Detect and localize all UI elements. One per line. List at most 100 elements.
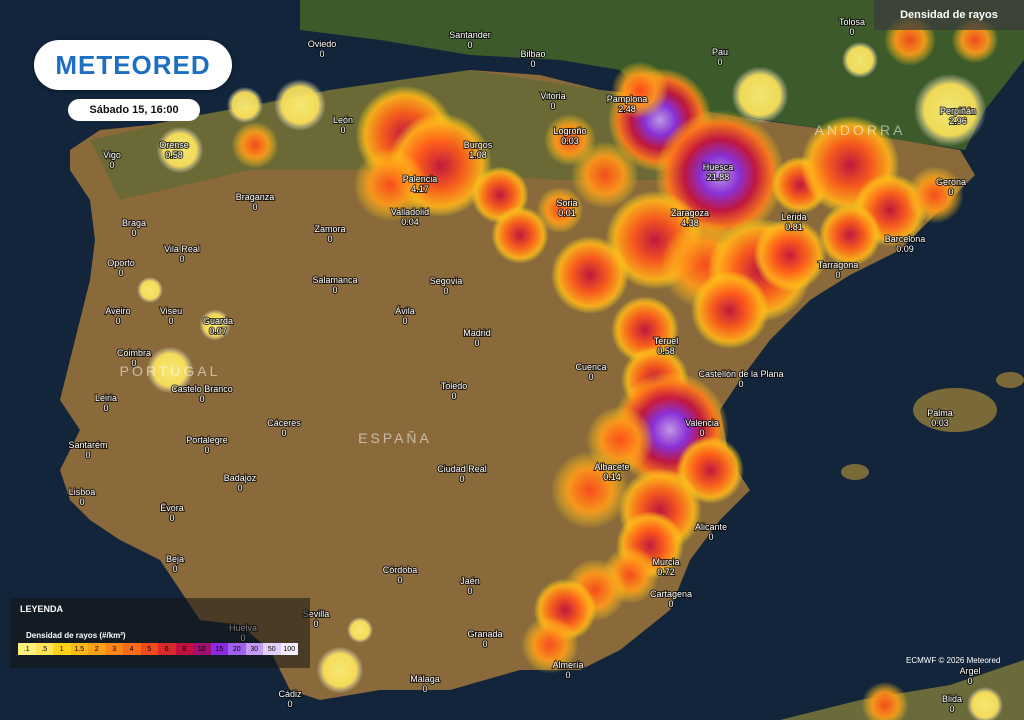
credits: ECMWF © 2026 Meteored [906, 656, 1001, 665]
storm-cell [544, 114, 596, 166]
city-name: Málaga [410, 674, 440, 684]
storm-cell [551, 451, 629, 529]
city-name: Murcia [652, 557, 679, 567]
legend-step: .1 [18, 643, 36, 655]
storm-cell [347, 617, 373, 643]
city-name: Badajoz [224, 473, 257, 483]
storm-cell [611, 296, 679, 364]
city-name: Argel [959, 666, 980, 676]
city-name: Córdoba [383, 565, 418, 575]
city-name: Viseu [160, 306, 182, 316]
city-value: 0 [467, 586, 472, 596]
legend-scale: .1.5 1 1.5 2 3 4 5 6 8 10 15 20 30 50 100 [18, 643, 298, 655]
city-name: Blida [942, 694, 962, 704]
city-value: 0.58 [165, 150, 183, 160]
logo[interactable]: METEORED [34, 40, 232, 90]
storm-cell [861, 681, 909, 720]
city-value: 0 [204, 445, 209, 455]
city-name: Lérida [781, 212, 806, 222]
legend-step: 5 [140, 643, 158, 655]
city-name: Oviedo [308, 39, 337, 49]
city-value: 0 [332, 285, 337, 295]
city-name: Perpiñán [940, 106, 976, 116]
city-value: 0 [451, 391, 456, 401]
city-value: 0.72 [657, 567, 675, 577]
city-value: 0 [287, 699, 292, 709]
date-badge[interactable]: Sábado 15, 16:00 [68, 99, 200, 121]
city-name: Alicante [695, 522, 727, 532]
city-value: 0 [131, 228, 136, 238]
storm-cell [137, 277, 163, 303]
city-value: 0 [199, 394, 204, 404]
legend-step: 100 [280, 643, 298, 655]
city-value: 0.04 [401, 217, 419, 227]
city-value: 0.14 [603, 472, 621, 482]
storm-cell [274, 79, 326, 131]
country-label: ANDORRA [814, 122, 905, 138]
city-value: 0 [169, 513, 174, 523]
storm-cell [226, 86, 264, 124]
city-value: 0 [168, 316, 173, 326]
storm-cell [906, 166, 964, 224]
city-name: Segovia [430, 276, 463, 286]
city-name: Pamplona [607, 94, 648, 104]
city-value: 0 [115, 316, 120, 326]
country-label: ESPAÑA [358, 430, 432, 446]
city-value: 0 [967, 676, 972, 686]
city-name: Albacete [594, 462, 629, 472]
storm-cell [818, 203, 882, 267]
city-name: Cáceres [267, 418, 301, 428]
city-name: Soria [556, 198, 577, 208]
city-value: 0 [172, 564, 177, 574]
layer-badge[interactable]: Densidad de rayos [874, 0, 1024, 30]
city-name: Aveiro [105, 306, 130, 316]
city-value: 0.81 [785, 222, 803, 232]
city-value: 0 [313, 619, 318, 629]
city-name: Zamora [314, 224, 345, 234]
legend-step: .5 [35, 643, 53, 655]
city-value: 0 [699, 428, 704, 438]
legend-title: LEYENDA [20, 604, 64, 614]
city-value: 0 [550, 101, 555, 111]
city-name: Almería [552, 660, 583, 670]
city-value: 0.58 [657, 346, 675, 356]
city-name: Beja [166, 554, 184, 564]
city-name: Évora [160, 503, 184, 513]
legend-step: 20 [228, 643, 246, 655]
city-value: 0 [482, 639, 487, 649]
city-name: Oporto [107, 258, 135, 268]
city-name: Granada [467, 629, 502, 639]
city-name: Cuenca [575, 362, 606, 372]
city-name: Lisboa [69, 487, 96, 497]
city-name: Guarda [203, 316, 233, 326]
storm-cell [691, 271, 769, 349]
city-value: 0 [109, 160, 114, 170]
city-name: Gerona [936, 177, 966, 187]
